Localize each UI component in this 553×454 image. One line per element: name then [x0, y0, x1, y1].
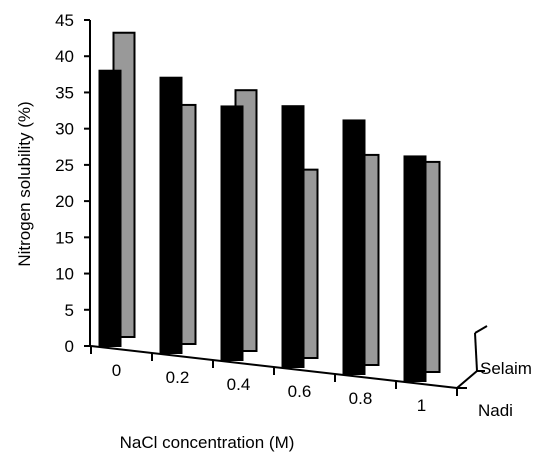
x-axis-title: NaCl concentration (M) [120, 433, 295, 452]
depth-axis [456, 325, 488, 389]
y-axis-title: Nitrogen solubility (%) [15, 101, 34, 266]
depth-axis-segment [456, 370, 478, 389]
bar-nadi [403, 155, 427, 382]
bar-nadi [342, 119, 366, 375]
y-tick-label: 40 [55, 47, 74, 66]
y-axis: 0 5 10 15 20 25 30 35 40 45 [55, 11, 91, 356]
y-tick-label: 45 [55, 11, 74, 30]
bar-nadi [159, 76, 183, 354]
x-tick-label: 0.8 [349, 389, 373, 408]
legend-label-nadi: Nadi [478, 401, 513, 420]
bar-nadi [281, 105, 305, 368]
y-tick-label: 0 [65, 337, 74, 356]
depth-axis-segment [474, 332, 478, 372]
y-tick-label: 15 [55, 228, 74, 247]
y-tick-label: 20 [55, 192, 74, 211]
y-tick-label: 25 [55, 156, 74, 175]
x-axis: 0 0.2 0.4 0.6 0.8 1 [90, 345, 458, 415]
y-tick-label: 30 [55, 120, 74, 139]
x-tick-label: 0.6 [288, 382, 312, 401]
y-tick-label: 10 [55, 265, 74, 284]
bars [98, 31, 441, 382]
y-tick-label: 35 [55, 83, 74, 102]
bar-nadi [220, 105, 244, 361]
x-tick-label: 0 [112, 361, 121, 380]
x-tick-label: 1 [417, 396, 426, 415]
x-tick-label: 0.2 [166, 368, 190, 387]
y-tick-label: 5 [65, 301, 74, 320]
bar-nadi [98, 69, 122, 347]
legend-label-selaim: Selaim [480, 359, 532, 378]
x-tick-label: 0.4 [227, 375, 251, 394]
depth-axis-segment [474, 325, 488, 334]
